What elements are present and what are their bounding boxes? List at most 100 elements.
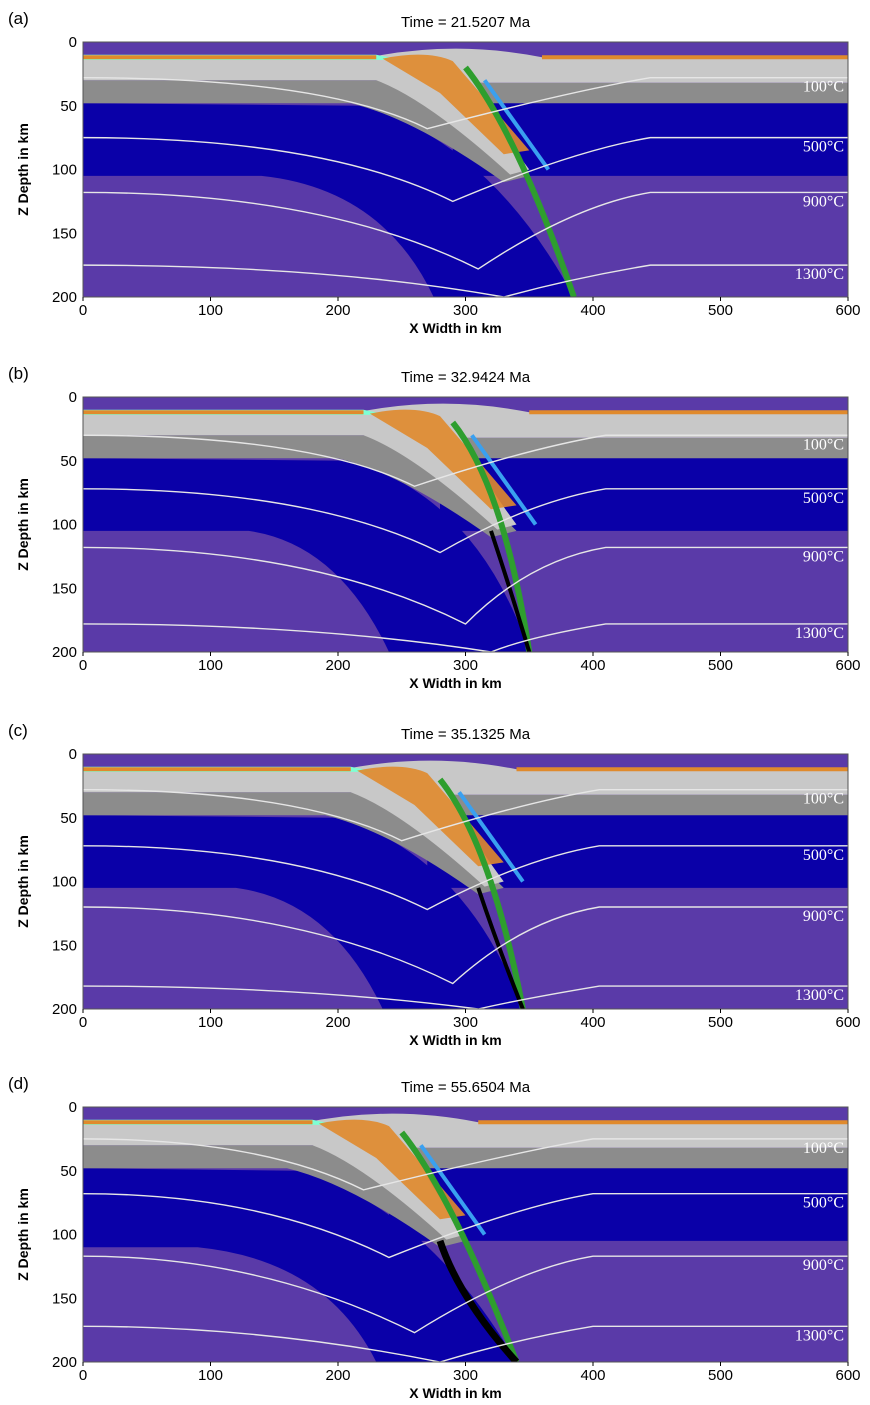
y-tick-label: 0 bbox=[69, 746, 77, 763]
y-tick-label: 200 bbox=[52, 1354, 77, 1371]
subducting-lithosphere bbox=[83, 103, 574, 297]
isotherm-label: 1300°C bbox=[795, 625, 844, 642]
subduction-channel bbox=[399, 1130, 520, 1362]
y-tick-label: 0 bbox=[69, 389, 77, 406]
x-tick-label: 500 bbox=[708, 1367, 733, 1384]
panel-label: (c) bbox=[8, 721, 28, 740]
y-tick-label: 200 bbox=[52, 644, 77, 661]
x-tick-label: 300 bbox=[453, 1367, 478, 1384]
isotherm-label: 100°C bbox=[803, 436, 844, 453]
panel-label: (d) bbox=[8, 1074, 29, 1093]
y-axis-label: Z Depth in km bbox=[15, 835, 31, 928]
subducting-lithosphere bbox=[83, 458, 530, 652]
isotherm-line bbox=[83, 546, 848, 625]
plot-area bbox=[83, 397, 848, 652]
y-tick-label: 0 bbox=[69, 1099, 77, 1116]
x-tick-label: 400 bbox=[580, 302, 605, 319]
x-tick-label: 0 bbox=[79, 1367, 87, 1384]
x-tick-label: 100 bbox=[198, 1014, 223, 1031]
upper-crust bbox=[83, 1113, 848, 1240]
chart-svg: 100°C 500°C 900°C 1300°C (d) Time = 55.6504 M… bbox=[8, 1074, 861, 1401]
isotherm-line bbox=[83, 1325, 848, 1362]
y-axis-label: Z Depth in km bbox=[15, 1188, 31, 1281]
isotherm-line bbox=[83, 985, 848, 1009]
y-tick-label: 100 bbox=[52, 517, 77, 534]
isotherm-line bbox=[83, 191, 848, 270]
lower-crust-left bbox=[83, 80, 530, 183]
isotherm-line bbox=[83, 1193, 848, 1259]
lower-crust-right bbox=[414, 1147, 848, 1169]
x-tick-label: 200 bbox=[325, 1367, 350, 1384]
isotherm-line bbox=[83, 1255, 848, 1334]
hydrated-mantle bbox=[457, 791, 525, 883]
x-tick-label: 400 bbox=[580, 1014, 605, 1031]
isotherm-line bbox=[83, 264, 848, 297]
x-tick-label: 500 bbox=[708, 1014, 733, 1031]
isotherm-label: 100°C bbox=[803, 79, 844, 96]
y-tick-label: 150 bbox=[52, 937, 77, 954]
y-tick-label: 50 bbox=[60, 453, 77, 470]
isotherm-line bbox=[83, 1138, 848, 1191]
panel-label: (a) bbox=[8, 9, 29, 28]
x-tick-label: 500 bbox=[708, 302, 733, 319]
chart-svg: 100°C 500°C 900°C 1300°C (a) Time = 21.5207 M… bbox=[8, 9, 861, 336]
x-tick-label: 500 bbox=[708, 657, 733, 674]
chart-title: Time = 55.6504 Ma bbox=[401, 1079, 531, 1096]
isotherm-label: 1300°C bbox=[795, 987, 844, 1004]
isotherm-label: 500°C bbox=[803, 139, 844, 156]
isotherm-label: 1300°C bbox=[795, 266, 844, 283]
x-tick-label: 0 bbox=[79, 1014, 87, 1031]
chart-title: Time = 32.9424 Ma bbox=[401, 369, 531, 386]
y-tick-label: 150 bbox=[52, 1290, 77, 1307]
isotherm-line bbox=[83, 488, 848, 554]
y-tick-label: 50 bbox=[60, 1163, 77, 1180]
y-tick-label: 0 bbox=[69, 34, 77, 51]
y-axis-label: Z Depth in km bbox=[15, 123, 31, 216]
isotherm-label: 900°C bbox=[803, 193, 844, 210]
isotherm-label: 500°C bbox=[803, 1195, 844, 1212]
isotherm-label: 900°C bbox=[803, 548, 844, 565]
x-axis-label: X Width in km bbox=[409, 1032, 501, 1048]
chart-panel-3: 100°C 500°C 900°C 1300°C (d) Time = 55.6504 M… bbox=[0, 1065, 870, 1405]
chart-title: Time = 35.1325 Ma bbox=[401, 726, 531, 743]
subduction-channel bbox=[450, 420, 533, 652]
x-tick-label: 0 bbox=[79, 302, 87, 319]
chart-panel-0: 100°C 500°C 900°C 1300°C (a) Time = 21.5207 M… bbox=[0, 0, 870, 340]
isotherm-label: 100°C bbox=[803, 1140, 844, 1157]
y-tick-label: 200 bbox=[52, 1001, 77, 1018]
x-tick-label: 200 bbox=[325, 1014, 350, 1031]
plot-area bbox=[83, 754, 848, 1009]
x-tick-label: 300 bbox=[453, 657, 478, 674]
chart-svg: 100°C 500°C 900°C 1300°C (c) Time = 35.1325 M… bbox=[8, 721, 861, 1048]
x-axis-label: X Width in km bbox=[409, 1385, 501, 1401]
y-tick-label: 50 bbox=[60, 98, 77, 115]
chart-panel-1: 100°C 500°C 900°C 1300°C (b) Time = 32.9424 M… bbox=[0, 355, 870, 695]
isotherm-label: 500°C bbox=[803, 490, 844, 507]
x-tick-label: 600 bbox=[835, 657, 860, 674]
x-tick-label: 0 bbox=[79, 657, 87, 674]
x-tick-label: 100 bbox=[198, 302, 223, 319]
subducting-lithosphere bbox=[83, 1168, 517, 1362]
accretionary-wedge bbox=[357, 766, 504, 867]
x-tick-label: 600 bbox=[835, 302, 860, 319]
isotherm-label: 1300°C bbox=[795, 1327, 844, 1344]
x-tick-label: 600 bbox=[835, 1367, 860, 1384]
isotherm-label: 500°C bbox=[803, 847, 844, 864]
hydrated-mantle bbox=[419, 1144, 487, 1236]
subducting-lithosphere bbox=[83, 815, 523, 1009]
y-axis-label: Z Depth in km bbox=[15, 478, 31, 571]
subduction-channel bbox=[463, 65, 577, 297]
y-tick-label: 100 bbox=[52, 162, 77, 179]
isotherm-label: 100°C bbox=[803, 791, 844, 808]
x-tick-label: 400 bbox=[580, 657, 605, 674]
accretionary-wedge bbox=[369, 409, 517, 510]
melt-region bbox=[489, 530, 532, 652]
isotherm-line bbox=[83, 623, 848, 652]
y-tick-label: 50 bbox=[60, 810, 77, 827]
accretionary-wedge bbox=[382, 54, 530, 155]
plot-area bbox=[83, 42, 848, 297]
x-axis-label: X Width in km bbox=[409, 320, 501, 336]
isotherm-label: 900°C bbox=[803, 1257, 844, 1274]
melt-region bbox=[436, 1239, 520, 1362]
plot-area bbox=[83, 1107, 848, 1362]
